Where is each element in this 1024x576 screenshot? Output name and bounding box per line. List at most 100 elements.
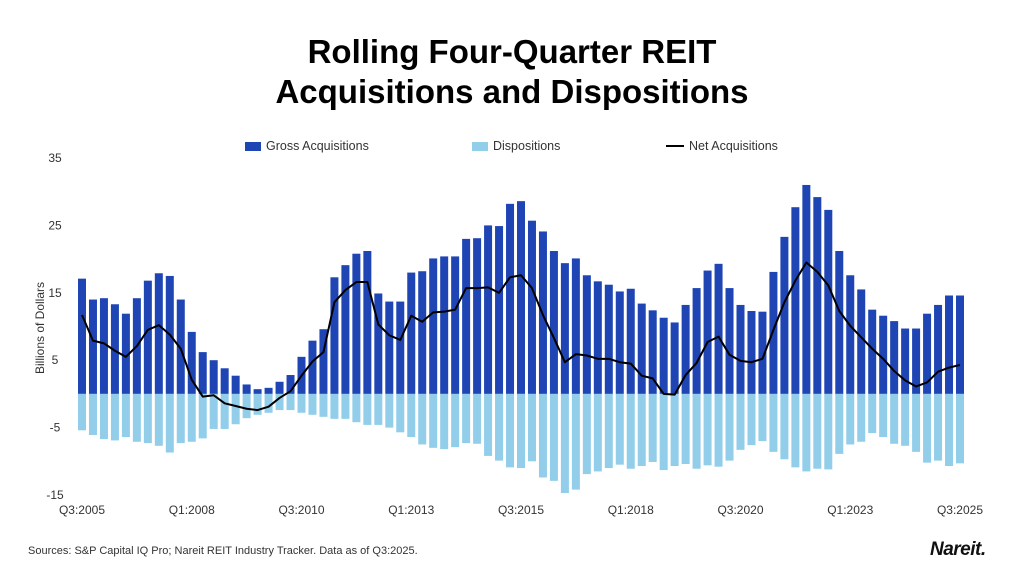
legend-swatch-gross bbox=[245, 141, 261, 151]
gross-acquisitions-bar bbox=[154, 273, 163, 394]
dispositions-bar bbox=[736, 393, 745, 450]
gross-acquisitions-bar bbox=[802, 184, 811, 394]
gross-acquisitions-bar bbox=[242, 384, 251, 394]
dispositions-bar bbox=[407, 393, 416, 438]
gross-acquisitions-bar bbox=[374, 293, 383, 394]
dispositions-bar bbox=[538, 393, 547, 478]
dispositions-bar bbox=[418, 393, 427, 445]
gross-acquisitions-bar bbox=[615, 291, 624, 394]
dispositions-bar bbox=[670, 393, 679, 467]
dispositions-bar bbox=[626, 393, 635, 469]
x-tick-label: Q1:2013 bbox=[388, 503, 434, 517]
dispositions-bar bbox=[769, 393, 778, 452]
gross-acquisitions-bar bbox=[88, 299, 97, 394]
gross-acquisitions-bar bbox=[473, 238, 482, 394]
legend-label-net: Net Acquisitions bbox=[689, 139, 778, 153]
gross-acquisitions-bar bbox=[110, 304, 119, 394]
y-tick-label: 35 bbox=[48, 151, 62, 165]
dispositions-bar bbox=[99, 393, 108, 440]
dispositions-bar bbox=[835, 393, 844, 454]
legend-swatch-net bbox=[666, 145, 684, 147]
dispositions-bar bbox=[220, 393, 229, 429]
gross-acquisitions-bar bbox=[264, 387, 273, 394]
dispositions-bar bbox=[791, 393, 800, 468]
x-tick-label: Q3:2025 bbox=[937, 503, 983, 517]
dispositions-bar bbox=[901, 393, 910, 446]
gross-acquisitions-bar bbox=[517, 201, 525, 394]
dispositions-bar bbox=[385, 393, 394, 428]
dispositions-bar bbox=[912, 393, 921, 452]
dispositions-bar bbox=[308, 393, 317, 415]
dispositions-bar bbox=[868, 393, 877, 433]
dispositions-bar bbox=[242, 393, 251, 419]
gross-acquisitions-bar bbox=[725, 288, 734, 394]
gross-acquisitions-bar bbox=[626, 288, 635, 394]
gross-acquisitions-bar bbox=[462, 238, 471, 394]
gross-acquisitions-bar bbox=[659, 317, 668, 394]
dispositions-bar bbox=[352, 393, 361, 423]
gross-acquisitions-bar bbox=[495, 226, 504, 394]
legend-dispositions: Dispositions bbox=[472, 139, 560, 153]
dispositions-bar bbox=[484, 393, 493, 456]
gross-acquisitions-bar bbox=[934, 304, 943, 394]
dispositions-bar bbox=[374, 393, 383, 425]
dispositions-bar bbox=[154, 393, 163, 446]
gross-acquisitions-bar bbox=[440, 256, 449, 394]
legend-net-acquisitions: Net Acquisitions bbox=[666, 139, 778, 153]
gross-acquisitions-bar bbox=[143, 280, 152, 394]
gross-acquisitions-bar bbox=[714, 263, 723, 394]
dispositions-bar bbox=[846, 393, 855, 445]
dispositions-bar bbox=[648, 393, 657, 462]
dispositions-bar bbox=[165, 393, 174, 453]
gross-acquisitions-bar bbox=[549, 251, 558, 394]
gross-acquisitions-bar bbox=[758, 311, 767, 394]
gross-acquisitions-bar bbox=[396, 301, 405, 394]
dispositions-bar bbox=[286, 393, 295, 411]
dispositions-bar bbox=[879, 393, 888, 438]
dispositions-bar bbox=[78, 393, 86, 431]
dispositions-bar bbox=[440, 393, 449, 450]
dispositions-bar bbox=[110, 393, 119, 441]
gross-acquisitions-bar bbox=[560, 263, 569, 394]
dispositions-bar bbox=[209, 393, 218, 429]
gross-acquisitions-bar bbox=[956, 295, 964, 394]
gross-acquisitions-bar bbox=[253, 389, 262, 394]
dispositions-bar bbox=[681, 393, 690, 464]
net-acquisitions-line bbox=[81, 261, 961, 412]
legend-label-dispositions: Dispositions bbox=[493, 139, 561, 153]
dispositions-bar bbox=[88, 393, 97, 436]
gross-acquisitions-bar bbox=[363, 251, 372, 394]
gross-acquisitions-bar bbox=[835, 251, 844, 394]
gross-acquisitions-bar bbox=[857, 289, 866, 394]
dispositions-bar bbox=[824, 393, 833, 470]
dispositions-bar bbox=[571, 393, 580, 490]
gross-acquisitions-bar bbox=[231, 375, 240, 394]
dispositions-bar bbox=[615, 393, 624, 465]
dispositions-bar bbox=[890, 393, 899, 444]
gross-acquisitions-bar bbox=[275, 381, 284, 394]
gross-acquisitions-bar bbox=[198, 352, 207, 394]
gross-acquisitions-bar bbox=[879, 315, 888, 394]
dispositions-bar bbox=[725, 393, 734, 461]
gross-acquisitions-bar bbox=[637, 303, 646, 394]
legend-swatch-dispositions bbox=[472, 141, 488, 151]
dispositions-bar bbox=[703, 393, 712, 466]
gross-acquisitions-bar bbox=[736, 304, 745, 394]
dispositions-bar bbox=[780, 393, 789, 460]
gross-acquisitions-bar bbox=[824, 209, 833, 394]
dispositions-bar bbox=[714, 393, 723, 467]
chart-title-line-2: Acquisitions and Dispositions bbox=[275, 73, 749, 110]
chart-title-line-1: Rolling Four-Quarter REIT bbox=[307, 33, 717, 70]
gross-acquisitions-bar bbox=[604, 284, 613, 394]
gross-acquisitions-bar bbox=[593, 281, 602, 394]
y-tick-label: 25 bbox=[48, 218, 62, 232]
dispositions-bar bbox=[264, 393, 273, 413]
gross-acquisitions-bar bbox=[648, 310, 657, 394]
dispositions-bar bbox=[692, 393, 701, 469]
dispositions-bar bbox=[462, 393, 471, 444]
x-tick-label: Q1:2008 bbox=[169, 503, 215, 517]
gross-acquisitions-bar bbox=[286, 375, 295, 394]
gross-acquisitions-bar bbox=[78, 278, 86, 394]
gross-acquisitions-bar bbox=[527, 220, 536, 394]
dispositions-bar bbox=[319, 393, 328, 417]
